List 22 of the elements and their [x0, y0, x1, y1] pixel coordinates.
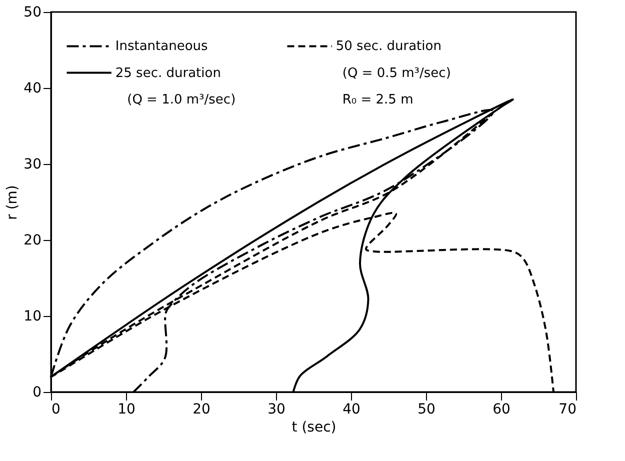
y-tick-label: 40: [24, 80, 42, 96]
legend-label: Instantaneous: [115, 39, 208, 54]
legend-label: 50 sec. duration: [336, 39, 442, 54]
y-tick-label: 50: [24, 4, 42, 20]
legend-label: 25 sec. duration: [115, 66, 221, 81]
x-axis-title: t (sec): [292, 420, 336, 436]
x-tick-label: 40: [342, 402, 360, 418]
y-tick-label: 30: [24, 156, 42, 172]
y-axis-title: r (m): [4, 185, 21, 220]
x-tick-label: 50: [418, 402, 436, 418]
x-tick-label: 10: [118, 402, 136, 418]
x-tick-label: 20: [192, 402, 210, 418]
x-tick-label: 60: [492, 402, 510, 418]
annotation: (Q = 1.0 m³/sec): [127, 92, 236, 108]
y-tick-label: 10: [24, 308, 42, 324]
y-tick-label: 20: [24, 232, 42, 248]
annotation: R₀ = 2.5 m: [342, 92, 414, 108]
y-tick-label: 0: [32, 384, 42, 400]
annotation: (Q = 0.5 m³/sec): [342, 66, 451, 81]
x-tick-label: 30: [268, 402, 286, 418]
x-tick-label: 70: [558, 402, 576, 418]
x-tick-label: 0: [52, 402, 60, 418]
